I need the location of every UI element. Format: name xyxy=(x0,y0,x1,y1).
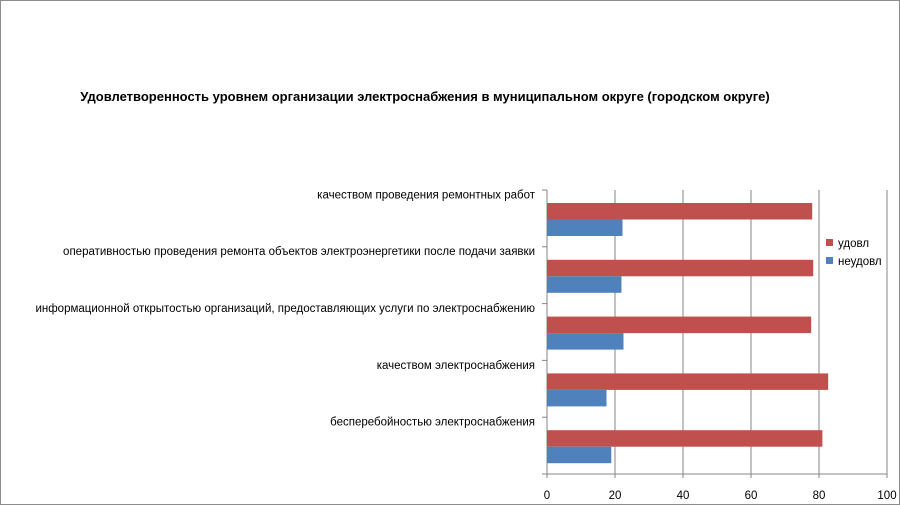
bar-neudovl xyxy=(547,333,624,350)
legend-swatch xyxy=(826,257,833,264)
legend-label: неудовл xyxy=(838,256,882,268)
chart-title: Удовлетворенность уровнем организации эл… xyxy=(80,89,770,104)
bar-udovl xyxy=(547,259,814,277)
bar-udovl xyxy=(547,316,812,334)
x-tick-label: 40 xyxy=(677,490,690,502)
category-label: оперативностью проведения ремонта объект… xyxy=(63,246,535,258)
x-tick-label: 0 xyxy=(544,490,550,502)
x-tick-label: 80 xyxy=(813,490,826,502)
legend-swatch xyxy=(826,239,833,246)
category-label: качеством электроснабжения xyxy=(377,360,535,372)
bar-udovl xyxy=(547,430,823,447)
x-tick-label: 20 xyxy=(609,490,622,502)
bar-neudovl xyxy=(547,276,622,293)
bar-neudovl xyxy=(547,446,612,464)
bar-neudovl xyxy=(547,219,623,236)
bar-udovl xyxy=(547,203,813,220)
category-label: качеством проведения ремонтных работ xyxy=(317,189,536,201)
bar-neudovl xyxy=(547,389,607,407)
bar-udovl xyxy=(547,373,829,390)
legend-label: удовл xyxy=(838,238,869,250)
category-label: информационной открытостью организаций, … xyxy=(35,303,535,315)
x-tick-label: 100 xyxy=(877,490,896,502)
x-tick-label: 60 xyxy=(745,490,758,502)
category-label: бесперебойностью электроснабжения xyxy=(330,417,535,429)
